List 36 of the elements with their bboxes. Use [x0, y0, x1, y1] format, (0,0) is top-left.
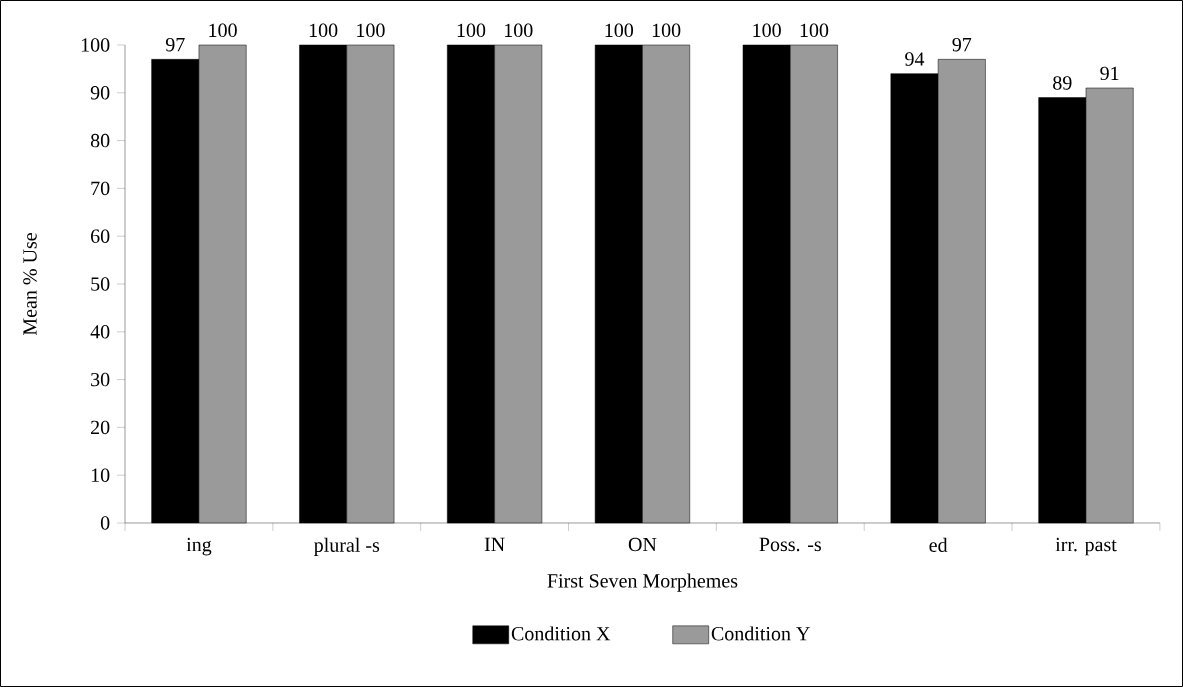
y-tick-label: 50 [91, 277, 110, 291]
data-label: 94 [905, 52, 925, 66]
y-axis-title: Mean % Use [23, 233, 37, 336]
x-tick-label: ing [186, 537, 212, 556]
data-label: 100 [309, 23, 338, 38]
data-label: 100 [357, 23, 385, 38]
legend-label: Condition Y [711, 626, 810, 641]
x-tick-label: Poss. -s [759, 537, 821, 552]
y-tick-label: 100 [81, 38, 110, 52]
data-label: 100 [652, 23, 681, 38]
data-label: 100 [505, 23, 533, 38]
data-label: 100 [800, 23, 829, 38]
data-label: 91 [1100, 66, 1119, 81]
x-axis-title: First Seven Morphemes [547, 573, 738, 592]
y-tick-label: 20 [91, 420, 110, 435]
y-tick-label: 30 [91, 372, 110, 387]
y-tick-label: 70 [91, 181, 110, 196]
y-tick-label: 90 [90, 86, 110, 100]
y-tick-label: 0 [100, 516, 110, 530]
data-label: 100 [457, 23, 486, 38]
data-label: 97 [952, 37, 972, 52]
data-label: 100 [209, 23, 237, 38]
y-tick-label: 80 [90, 133, 110, 148]
x-tick-label: IN [484, 537, 505, 551]
x-tick-label: ON [628, 537, 657, 552]
y-tick-label: 60 [91, 229, 110, 243]
data-label: 100 [753, 23, 781, 38]
y-tick-label: 10 [91, 468, 110, 482]
x-tick-label: ed [929, 537, 948, 552]
data-label: 97 [165, 37, 185, 52]
x-tick-label: plural -s [314, 537, 380, 556]
data-label: 100 [605, 23, 634, 38]
y-tick-label: 40 [90, 325, 110, 339]
legend-label: Condition X [511, 626, 611, 641]
data-label: 89 [1053, 76, 1072, 90]
x-tick-label: irr. past [1055, 537, 1117, 556]
